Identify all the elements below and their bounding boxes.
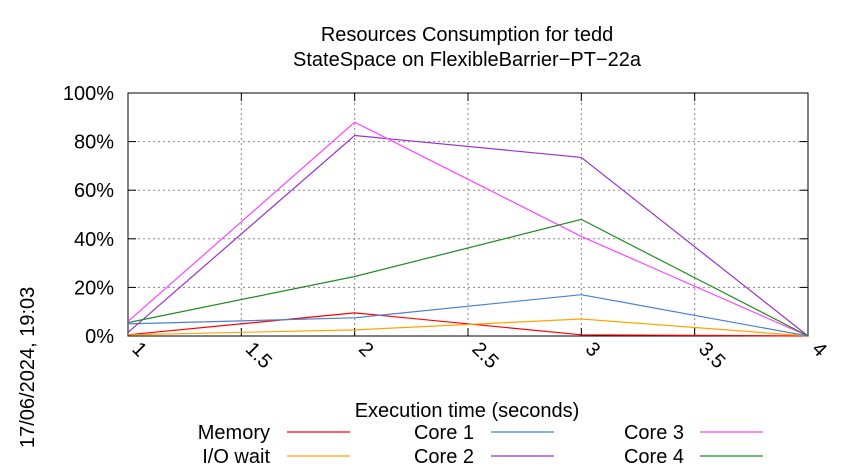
x-tick-label: 3	[581, 338, 604, 361]
grid	[128, 93, 808, 336]
series-line-core-4	[127, 218, 809, 337]
y-tick-label: 40%	[74, 229, 114, 251]
x-tick-label: 1	[127, 338, 150, 361]
legend-label: I/O wait	[202, 446, 270, 468]
x-tick-label: 1.5	[241, 338, 276, 373]
series-line-core-1	[127, 294, 809, 337]
chart-title: Resources Consumption for tedd	[321, 24, 613, 46]
series-line-core-2	[127, 134, 809, 337]
legend-label: Memory	[198, 422, 270, 444]
x-tick-label: 2.5	[467, 338, 502, 373]
legend-label: Core 2	[414, 446, 474, 468]
x-tick-label: 4	[807, 338, 830, 361]
chart-subtitle: StateSpace on FlexibleBarrier−PT−22a	[293, 49, 642, 71]
series-line-i-o-wait	[127, 318, 809, 337]
x-tick-label: 3.5	[694, 338, 729, 373]
y-tick-label: 0%	[85, 326, 114, 348]
x-axis: 1 1.5 2 2.5 3 3.5 4	[127, 93, 831, 373]
x-axis-label: Execution time (seconds)	[355, 400, 580, 422]
y-tick-label: 60%	[74, 180, 114, 202]
x-tick-label: 2	[354, 338, 377, 361]
series-line-core-3	[127, 121, 809, 337]
timestamp-label: 17/06/2024, 19:03	[17, 287, 39, 448]
y-tick-label: 100%	[63, 83, 114, 105]
y-tick-label: 80%	[74, 132, 114, 154]
legend-label: Core 1	[414, 422, 474, 444]
legend-label: Core 4	[624, 446, 684, 468]
legend-label: Core 3	[624, 422, 684, 444]
y-axis: 0% 20% 40% 60% 80% 100%	[63, 83, 808, 348]
series-group	[127, 121, 809, 337]
y-tick-label: 20%	[74, 277, 114, 299]
